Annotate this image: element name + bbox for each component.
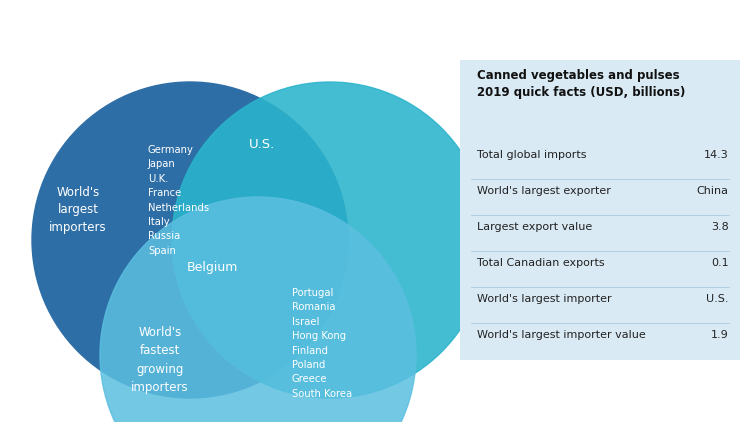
Text: Portugal
Romania
Israel
Hong Kong
Finland
Poland
Greece
South Korea: Portugal Romania Israel Hong Kong Finlan… [292,288,352,399]
Text: 14.3: 14.3 [704,150,729,160]
Text: Preferred markets: Preferred markets [337,49,443,62]
Text: Total Canadian exports: Total Canadian exports [477,258,604,268]
Text: Largest export value: Largest export value [477,222,592,232]
Text: World's largest importer: World's largest importer [477,294,611,304]
Text: Total global imports: Total global imports [477,150,586,160]
Circle shape [100,197,416,422]
Text: 1.9: 1.9 [711,330,729,340]
Text: World's largest exporter: World's largest exporter [477,186,610,196]
Text: World's largest importer value: World's largest importer value [477,330,646,340]
Text: 0.1: 0.1 [711,258,729,268]
Text: World's
fastest
growing
importers: World's fastest growing importers [131,327,189,393]
Text: Germany
Japan
U.K.
France
Netherlands
Italy
Russia
Spain: Germany Japan U.K. France Netherlands It… [148,145,209,256]
FancyBboxPatch shape [460,60,740,360]
Circle shape [172,82,488,398]
Text: U.S.: U.S. [249,138,275,151]
Text: 3.8: 3.8 [711,222,729,232]
Text: World's
largest
importers: World's largest importers [50,186,106,235]
Circle shape [32,82,348,398]
Text: Belgium: Belgium [186,262,238,274]
Text: China: China [697,186,729,196]
Text: U.S.: U.S. [706,294,729,304]
Text: Canned vegetables and pulses
2019 quick facts (USD, billions): Canned vegetables and pulses 2019 quick … [477,69,686,99]
